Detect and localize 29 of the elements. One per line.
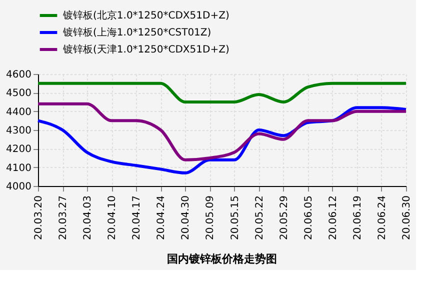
x-tick-label: 20.05.09 <box>205 196 216 240</box>
x-tick-label: 20.04.03 <box>82 196 94 240</box>
text: 国内镀锌板价格走势图 <box>167 252 277 266</box>
x-tick-label: 20.03.27 <box>58 196 70 240</box>
x-tick-label: 20.05.29 <box>278 196 290 240</box>
x-tick-label: 20.05.15 <box>230 196 241 240</box>
legend-label: 镀锌板(北京1.0*1250*CDX51D+Z) <box>62 10 230 22</box>
line-series <box>36 102 408 162</box>
x-tick-label: 20.03.20 <box>34 196 44 240</box>
x-tick-label: 20.04.10 <box>107 196 118 240</box>
x-tick-label: 20.06.05 <box>303 196 314 240</box>
x-tick-label: 20.06.24 <box>376 196 388 240</box>
line-series <box>36 82 408 104</box>
y-tick-label: 4200 <box>6 144 32 156</box>
x-tick-label: 20.06.30 <box>402 196 412 240</box>
y-tick-label: 4600 <box>6 70 32 80</box>
legend-label: 镀锌板(天津1.0*1250*CDX51D+Z) <box>62 44 230 56</box>
x-tick-label: 20.04.24 <box>156 196 168 240</box>
y-tick-label: 4500 <box>6 88 32 100</box>
y-tick-label: 4400 <box>6 106 32 118</box>
y-tick-label: 4000 <box>6 182 32 192</box>
x-tick-label: 20.04.30 <box>180 196 192 240</box>
x-tick-label: 20.05.22 <box>254 196 266 240</box>
y-tick-label: 4100 <box>6 162 32 174</box>
x-tick-label: 20.06.19 <box>352 196 364 240</box>
x-tick-label: 20.06.12 <box>328 196 339 240</box>
legend-label: 镀锌板(上海1.0*1250*CST01Z) <box>62 26 212 38</box>
y-tick-label: 4300 <box>6 126 32 136</box>
x-tick-label: 20.04.17 <box>132 196 143 240</box>
